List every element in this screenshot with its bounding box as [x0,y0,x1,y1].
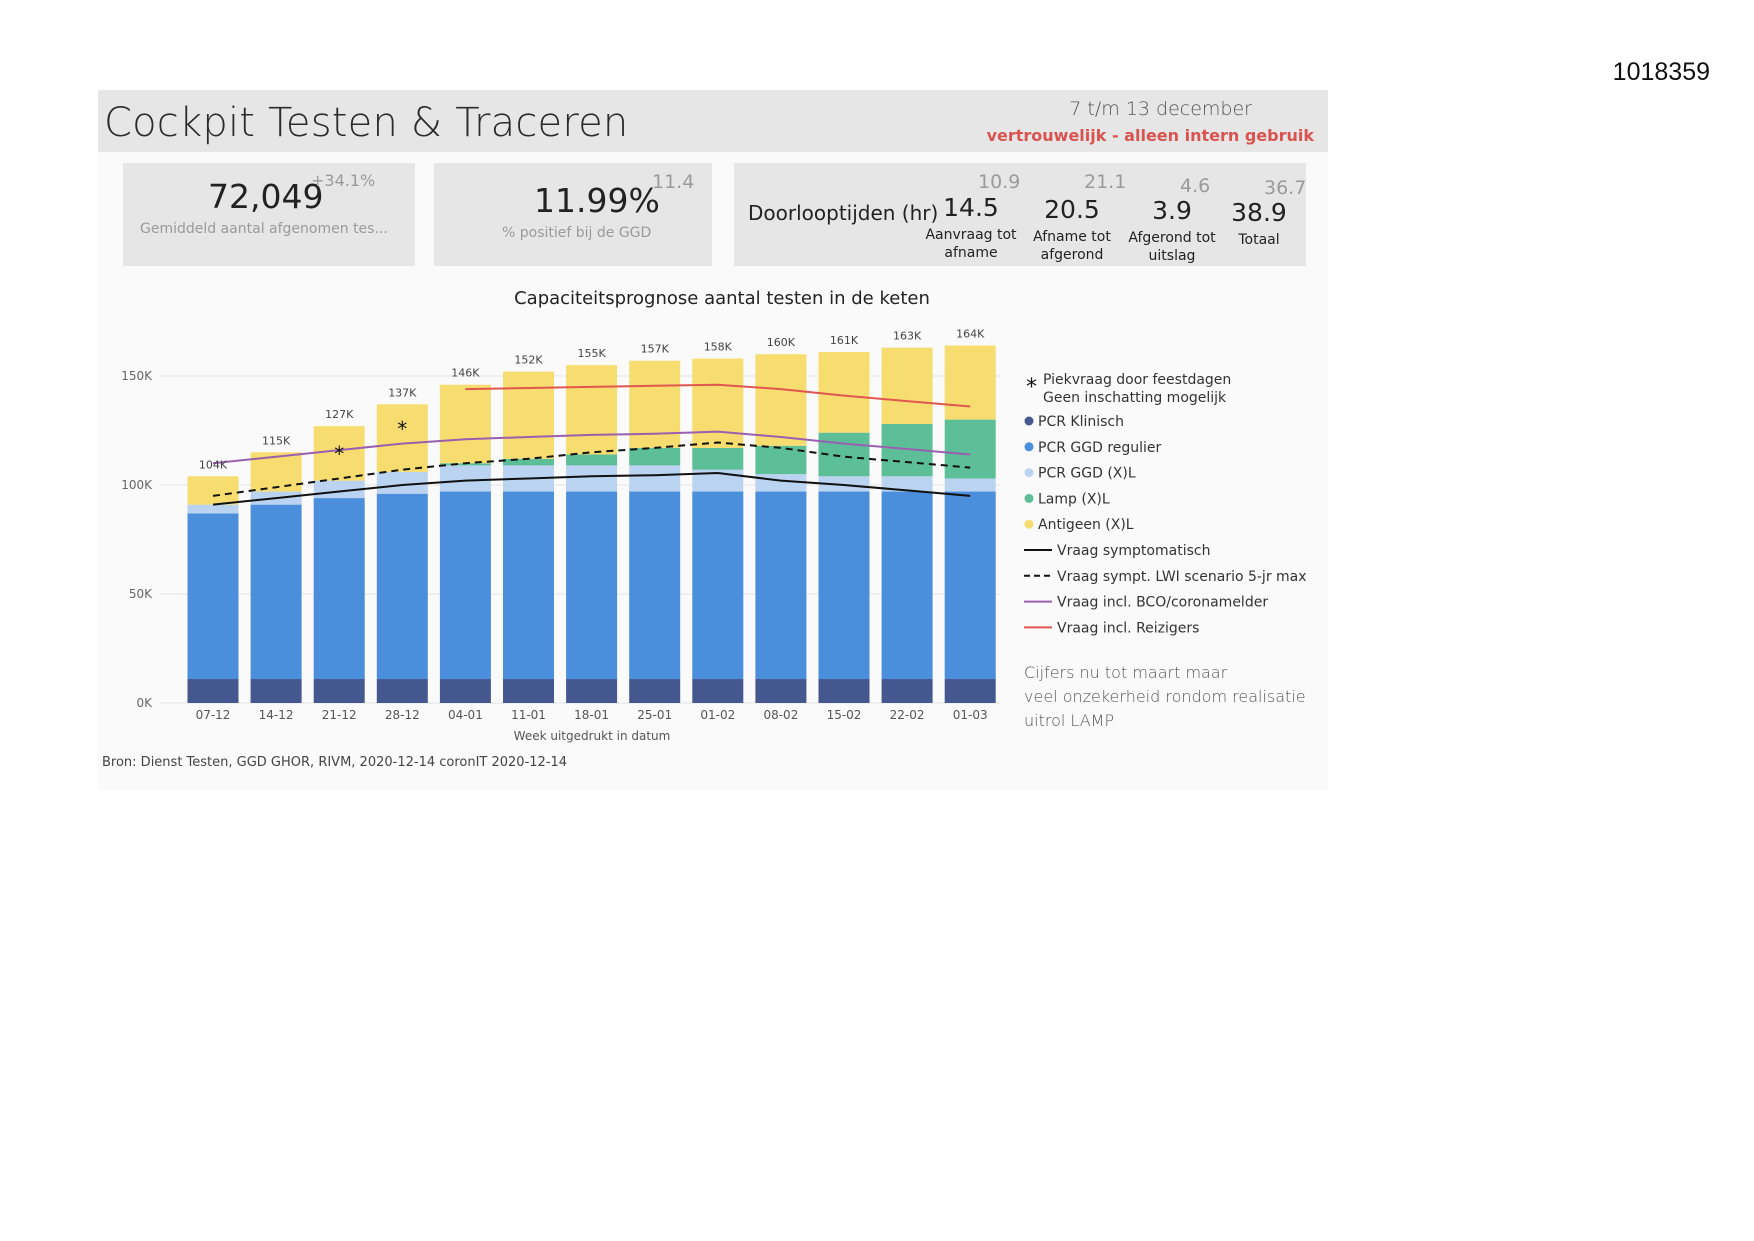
dl-previous-2: 21.1 [1084,171,1127,193]
dl-item-afname-afgerond: 20.5 Afname tot afgerond [1022,195,1122,264]
kpi-tests-value: 72,049 [208,177,324,216]
dl-item-totaal: 38.9 Totaal [1219,198,1299,249]
kpi-card-positive: 11.99% 11.4 % positief bij de GGD [434,163,712,266]
dl-value-4: 38.9 [1231,198,1287,227]
dl-value-3: 3.9 [1152,196,1192,225]
period-label: 7 t/m 13 december [1069,98,1252,120]
page-title: Cockpit Testen & Traceren [104,100,629,146]
confidential-notice: vertrouwelijk - alleen intern gebruik [986,126,1314,145]
dl-value-1: 14.5 [943,193,999,222]
kpi-positive-previous: 11.4 [652,171,695,193]
dl-label-2b: afgerond [1040,247,1104,263]
kpi-tests-delta: +34.1% [311,171,376,190]
kpi-positive-value: 11.99% [534,181,660,220]
kpi-tests-label: Gemiddeld aantal afgenomen tes... [140,221,388,237]
kpi-card-doorlooptijden: Doorlooptijden (hr) 10.9 14.5 Aanvraag t… [734,163,1306,266]
dl-label-1b: afname [944,245,998,261]
kpi-card-tests: 72,049 +34.1% Gemiddeld aantal afgenomen… [123,163,415,266]
dl-label-3b: uitslag [1148,248,1196,264]
dl-previous-4: 36.7 [1264,177,1307,199]
kpi-positive-label: % positief bij de GGD [502,225,652,241]
dl-label-2a: Afname tot [1033,229,1111,245]
dl-label-3a: Afgerond tot [1128,230,1216,246]
document-id: 1018359 [1612,58,1710,86]
dl-label-4a: Totaal [1238,232,1280,248]
dl-label-1a: Aanvraag tot [925,227,1017,243]
dl-value-2: 20.5 [1044,195,1100,224]
dl-previous-3: 4.6 [1180,175,1211,197]
dl-item-afgerond-uitslag: 3.9 Afgerond tot uitslag [1122,196,1222,265]
dl-item-aanvraag-afname: 14.5 Aanvraag tot afname [921,193,1021,262]
dl-previous-1: 10.9 [978,171,1021,193]
doorlooptijden-title: Doorlooptijden (hr) [748,201,939,225]
dashboard-header: Cockpit Testen & Traceren 7 t/m 13 decem… [98,90,1328,152]
